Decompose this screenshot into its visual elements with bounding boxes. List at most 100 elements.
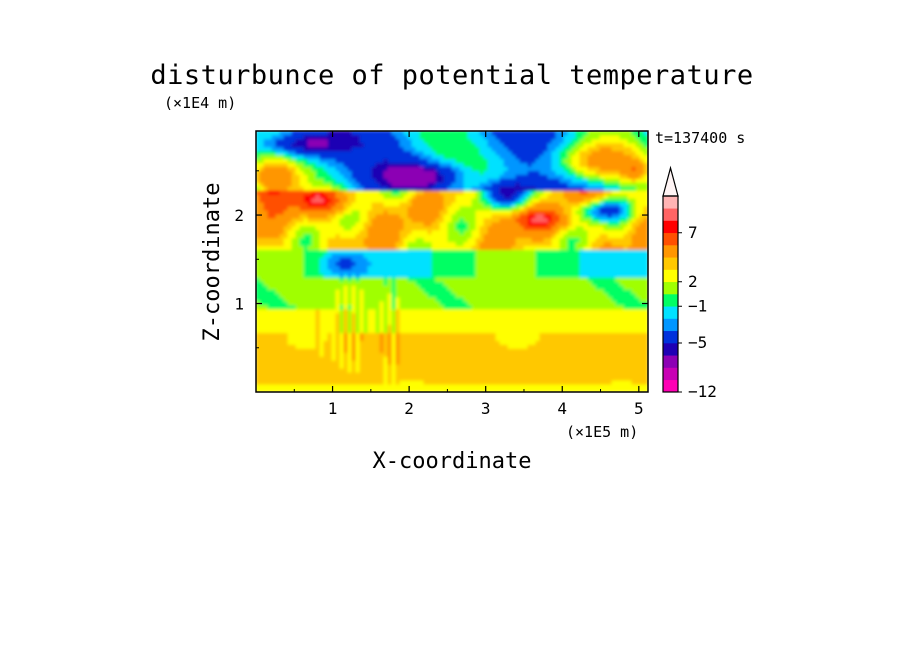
contour-cell [499,265,505,270]
contour-cell [307,138,313,144]
contour-cell [391,217,397,223]
contour-cell [355,316,361,322]
contour-cell [339,379,345,385]
contour-cell [319,340,325,345]
contour-cell [267,209,273,215]
contour-cell [423,245,429,251]
contour-cell [527,332,533,338]
contour-cell [343,150,349,156]
contour-cell [539,257,545,262]
contour-cell [319,387,325,392]
contour-cell [259,328,265,334]
contour-cell [291,138,297,144]
contour-cell [403,138,409,144]
contour-cell [335,316,341,322]
contour-cell [539,352,545,357]
contour-cell [491,308,497,314]
contour-cell [427,138,433,144]
contour-cell [359,237,365,243]
contour-cell [439,158,445,164]
contour-cell [267,387,273,392]
contour-cell [407,257,413,262]
contour-cell [519,138,525,144]
contour-cell [507,312,513,318]
contour-cell [263,229,269,235]
contour-cell [256,249,261,254]
contour-cell [443,178,449,183]
contour-cell [439,154,445,160]
contour-cell [363,272,369,278]
contour-cell [375,154,381,160]
contour-cell [411,150,417,156]
contour-cell [343,213,349,219]
contour-cell [503,272,509,278]
contour-cell [371,371,377,377]
contour-cell [375,312,381,318]
contour-cell [387,197,393,203]
contour-cell [311,387,317,392]
contour-cell [375,296,381,302]
contour-cell [443,292,449,298]
contour-cell [467,197,473,203]
contour-cell [475,324,481,330]
contour-cell [291,197,297,203]
contour-cell [507,134,513,140]
contour-cell [503,265,509,270]
contour-cell [355,209,361,215]
contour-cell [475,261,481,266]
contour-cell [363,304,369,310]
contour-cell [543,205,549,211]
contour-cell [539,185,545,191]
contour-cell [491,146,497,152]
contour-cell [331,142,337,148]
contour-cell [435,193,441,199]
contour-cell [411,146,417,152]
contour-cell [463,375,469,381]
contour-cell [507,359,513,365]
contour-cell [279,292,285,298]
contour-cell [543,371,549,377]
contour-cell [315,292,321,298]
contour-cell [311,383,317,389]
contour-cell [335,166,341,171]
contour-cell [471,280,477,286]
contour-cell [451,320,457,326]
contour-cell [327,363,333,369]
contour-cell [479,332,485,338]
contour-cell [503,209,509,215]
contour-cell [339,292,345,298]
contour-cell [323,375,329,381]
contour-cell [267,265,273,270]
contour-cell [403,300,409,306]
contour-cell [347,375,353,381]
contour-cell [359,320,365,326]
contour-cell [531,174,537,179]
contour-cell [467,332,473,338]
contour-cell [427,257,433,262]
contour-cell [487,316,493,322]
contour-cell [455,221,461,227]
contour-cell [335,312,341,318]
contour-cell [395,241,401,247]
contour-cell [479,272,485,278]
contour-cell [499,245,505,251]
contour-cell [375,193,381,199]
contour-cell [355,332,361,338]
contour-cell [487,328,493,334]
contour-cell [463,185,469,191]
contour-cell [419,185,425,191]
contour-cell [435,138,441,144]
contour-cell [331,209,337,215]
contour-cell [475,182,481,187]
contour-cell [375,379,381,385]
contour-cell [367,249,373,254]
contour-cell [535,174,541,179]
contour-cell [551,154,557,160]
contour-cell [547,241,553,247]
contour-cell [555,367,561,373]
contour-cell [311,170,317,175]
contour-cell [256,131,261,136]
contour-cell [531,185,537,191]
contour-cell [351,174,357,179]
contour-cell [271,320,277,326]
